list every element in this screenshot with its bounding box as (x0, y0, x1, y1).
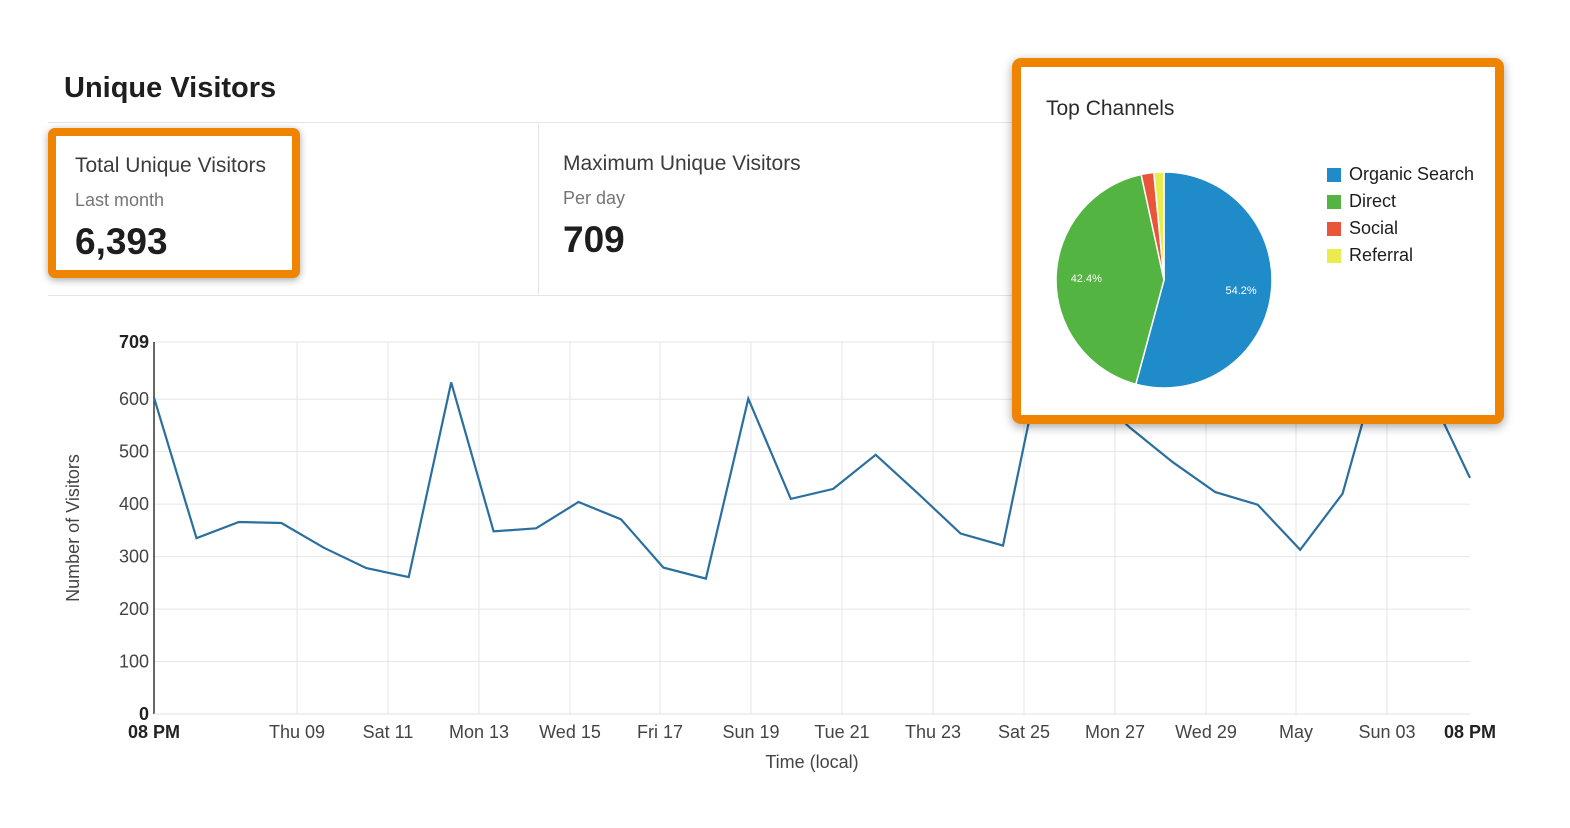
legend-swatch (1327, 194, 1341, 209)
stats-panel (48, 122, 1028, 296)
stat-value: 6,393 (75, 221, 168, 262)
x-tick-label: Thu 09 (269, 722, 325, 742)
y-tick-label: 200 (119, 599, 149, 619)
stats-divider (538, 124, 539, 294)
x-tick-label: 08 PM (1444, 722, 1496, 742)
x-tick-label: Wed 15 (539, 722, 601, 742)
y-axis-title: Number of Visitors (63, 454, 83, 602)
x-tick-label: Fri 17 (637, 722, 683, 742)
stat-value: 709 (563, 219, 625, 260)
page-title: Unique Visitors (64, 72, 277, 104)
series-line (152, 339, 1471, 580)
x-tick-label: Sat 25 (998, 722, 1050, 742)
x-tick-label: 08 PM (128, 722, 180, 742)
y-tick-label: 600 (119, 389, 149, 409)
legend-label: Referral (1349, 245, 1414, 265)
channels-pie-chart: 54.2% 42.4% (1055, 171, 1273, 389)
legend-item[interactable]: Direct (1327, 188, 1474, 215)
chart-series (152, 339, 1471, 580)
legend-label: Social (1349, 218, 1399, 238)
x-tick-label: May (1279, 722, 1313, 742)
pie-slice[interactable] (1153, 171, 1165, 281)
x-tick-label: Sun 03 (1358, 722, 1415, 742)
pie-slice-label: 54.2% (1225, 285, 1256, 297)
x-tick-label: Sun 19 (722, 722, 779, 742)
pie-legend: Organic Search Direct Social Referral (1327, 161, 1474, 269)
chart-labels: 0 100 200 300 400 500 600 709 08 PM Thu 09 Sat 11 M… (63, 332, 1496, 772)
stat-label: Total Unique Visitors (75, 154, 267, 177)
y-tick-label: 709 (119, 332, 149, 352)
legend-label: Direct (1349, 191, 1397, 211)
legend-swatch (1327, 221, 1341, 236)
y-tick-label: 400 (119, 494, 149, 514)
legend-item[interactable]: Referral (1327, 242, 1474, 269)
legend-swatch (1327, 248, 1341, 263)
x-tick-label: Mon 13 (449, 722, 509, 742)
stat-sublabel: Per day (563, 188, 626, 208)
y-tick-label: 100 (119, 652, 149, 672)
top-channels-card: Top Channels 54.2% 42.4% Organic Search D… (1012, 58, 1504, 424)
pie-title: Top Channels (1046, 97, 1175, 120)
legend-item[interactable]: Organic Search (1327, 161, 1474, 188)
x-tick-label: Thu 23 (905, 722, 961, 742)
y-tick-label: 300 (119, 547, 149, 567)
pie-slice[interactable] (1134, 171, 1273, 389)
y-tick-label: 0 (139, 704, 149, 724)
y-tick-label: 500 (119, 442, 149, 462)
total-visitors-card: Total Unique Visitors Last month 6,393 (48, 128, 300, 278)
x-tick-label: Mon 27 (1085, 722, 1145, 742)
x-tick-label: Sat 11 (363, 722, 414, 742)
chart-axes (153, 342, 1470, 715)
legend-swatch (1327, 167, 1341, 182)
pie-slice[interactable] (1055, 173, 1165, 386)
x-tick-label: Wed 29 (1175, 722, 1237, 742)
max-visitors-card: Maximum Unique Visitors Per day 709 (563, 152, 801, 261)
x-axis-title: Time (local) (765, 752, 858, 772)
stat-sublabel: Last month (75, 190, 165, 210)
chart-grid (154, 341, 1470, 715)
legend-item[interactable]: Social (1327, 215, 1474, 242)
stat-label: Maximum Unique Visitors (563, 152, 801, 175)
legend-label: Organic Search (1349, 164, 1475, 184)
pie-slice-label: 42.4% (1071, 273, 1102, 285)
x-tick-label: Tue 21 (814, 722, 869, 742)
